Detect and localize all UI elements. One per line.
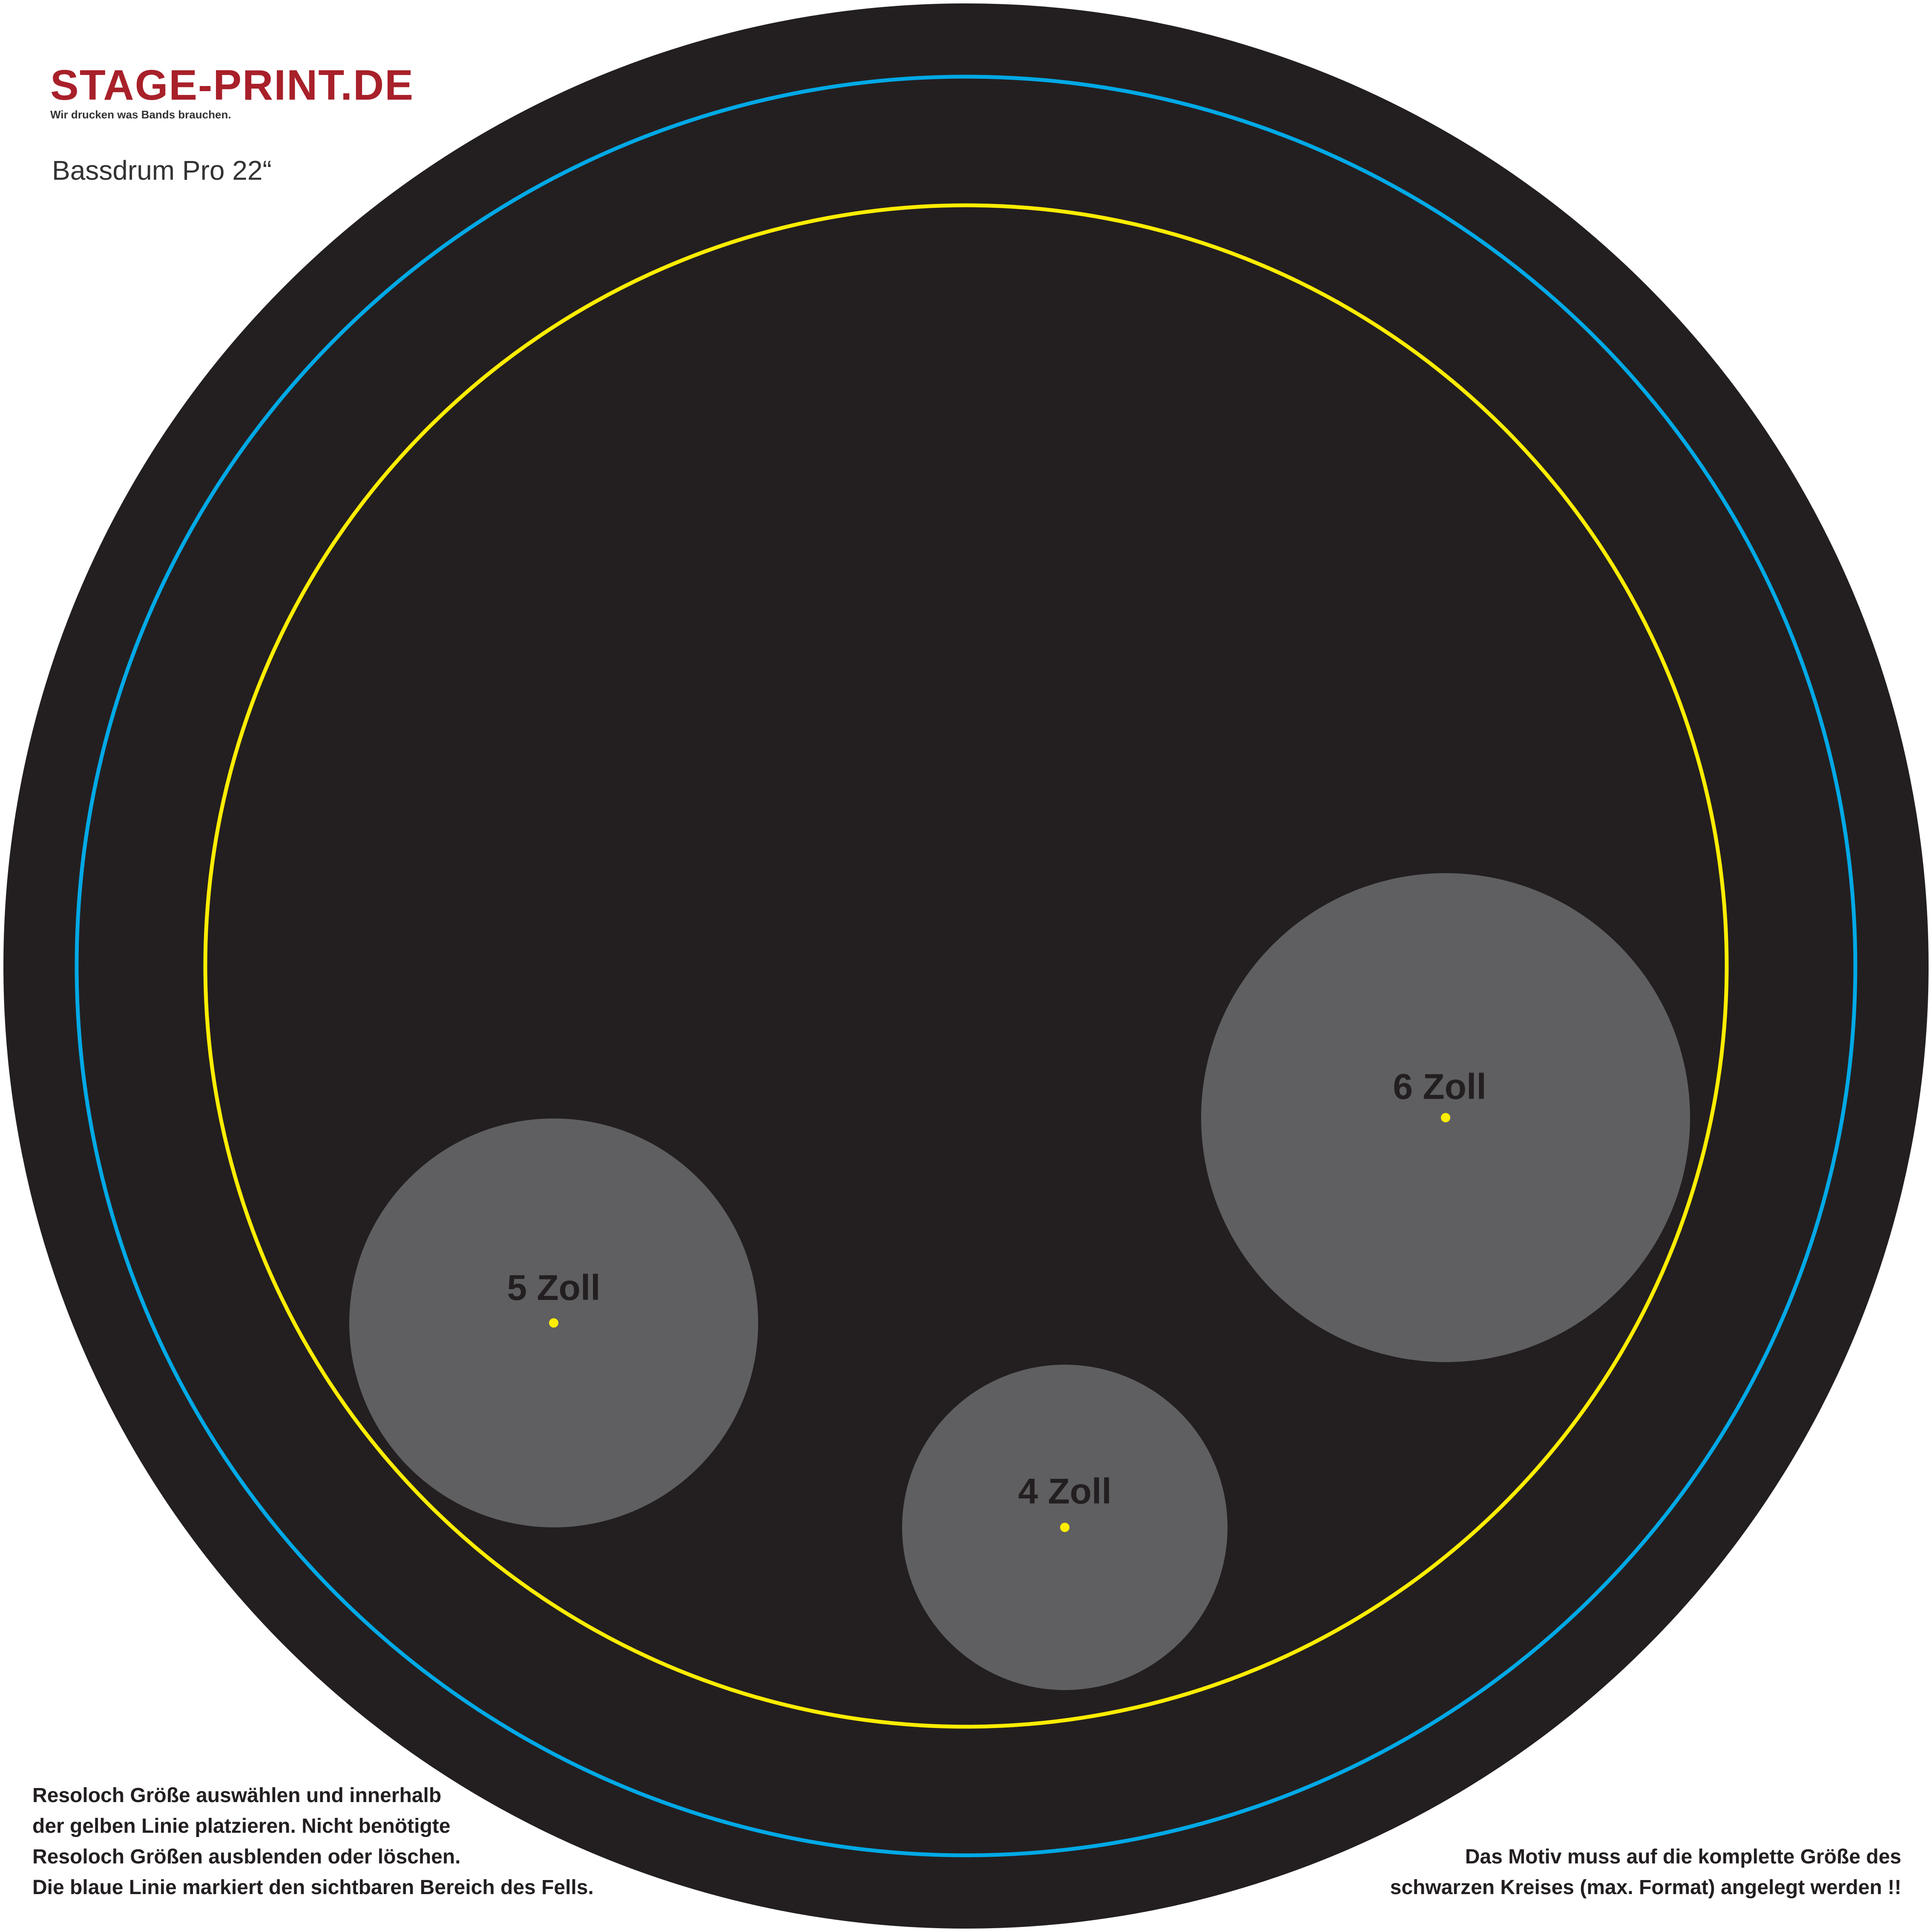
visible-area-blue-line	[75, 75, 1857, 1857]
port-hole-6-center-dot	[1441, 1113, 1450, 1122]
instruction-line: schwarzen Kreises (max. Format) angelegt…	[1390, 1876, 1901, 1899]
port-hole-5-center-dot	[549, 1318, 558, 1328]
template-title: Bassdrum Pro 22“	[52, 155, 272, 186]
instruction-line: Das Motiv muss auf die komplette Größe d…	[1465, 1846, 1901, 1868]
port-hole-4-center-dot	[1060, 1523, 1070, 1532]
instructions-right: Das Motiv muss auf die komplette Größe d…	[1390, 1842, 1901, 1903]
instruction-line: Die blaue Linie markiert den sichtbaren …	[32, 1876, 594, 1899]
port-hole-6-label: 6 Zoll	[1393, 1067, 1486, 1107]
port-hole-4-label: 4 Zoll	[1018, 1471, 1111, 1511]
port-hole-6-zoll[interactable]: 6 Zoll	[1201, 873, 1690, 1362]
instructions-left: Resoloch Größe auswählen und innerhalb d…	[32, 1780, 594, 1903]
instruction-line: der gelben Linie platzieren. Nicht benöt…	[32, 1815, 451, 1837]
port-hole-4-zoll[interactable]: 4 Zoll	[902, 1365, 1228, 1690]
port-hole-5-label: 5 Zoll	[507, 1268, 600, 1308]
stage-print-logo: STAGE-PRINT.DE Wir drucken was Bands bra…	[50, 61, 414, 124]
instruction-line: Resoloch Größen ausblenden oder löschen.	[32, 1846, 461, 1868]
placement-yellow-line	[203, 203, 1729, 1729]
logo-wordmark: STAGE-PRINT.DE	[50, 61, 414, 109]
instruction-line: Resoloch Größe auswählen und innerhalb	[32, 1784, 442, 1807]
port-hole-5-zoll[interactable]: 5 Zoll	[349, 1118, 758, 1527]
logo-tagline: Wir drucken was Bands brauchen.	[50, 108, 231, 121]
